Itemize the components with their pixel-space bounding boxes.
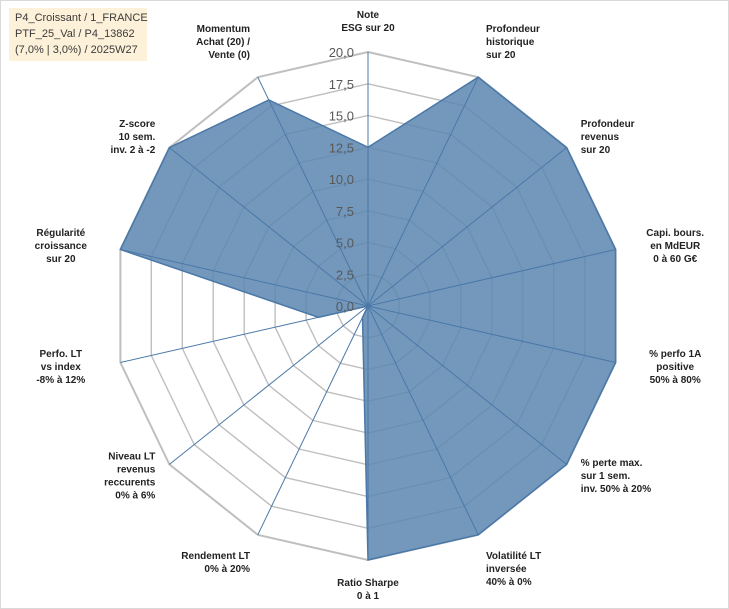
axis-spoke (367, 305, 479, 536)
tick-label: 7,5 (336, 204, 354, 219)
info-line-2: PTF_25_Val / P4_13862 (15, 28, 135, 40)
axis-spoke (367, 305, 567, 465)
axis-label: Régularité croissance sur 20 (35, 228, 88, 265)
radial-tick-labels: 0,0 2,5 5,0 7,5 10,0 12,5 15,0 17,5 20,0 (329, 45, 354, 314)
tick-label: 17,5 (329, 77, 354, 92)
axis-label: Niveau LT revenus reccurents 0% à 6% (104, 452, 156, 502)
tick-label: 20,0 (329, 45, 354, 60)
axis-label: Volatilité LT inversée 40% à 0% (486, 551, 541, 588)
axis-label: Perfo. LT vs index -8% à 12% (36, 349, 85, 386)
axis-label: Profondeur historique sur 20 (486, 24, 540, 61)
axis-spoke (257, 305, 369, 536)
axis-label: Rendement LT 0% à 20% (181, 551, 250, 575)
axis-label: Z-score 10 sem. inv. 2 à -2 (110, 119, 155, 156)
axis-spoke (120, 305, 369, 363)
axis-label: % perte max. sur 1 sem. inv. 50% à 20% (581, 458, 652, 495)
info-line-3: (7,0% | 3,0%) / 2025W27 (15, 44, 138, 56)
axis-spoke (367, 76, 479, 307)
tick-label: 5,0 (336, 236, 354, 251)
axis-spoke (367, 305, 616, 363)
axis-spoke (169, 147, 369, 307)
axis-spoke (169, 305, 369, 465)
info-line-1: P4_Croissant / 1_FRANCE (15, 12, 148, 24)
axis-spoke (367, 249, 616, 307)
axis-labels: Note ESG sur 20 Profondeur historique sur 20… (35, 10, 705, 602)
axis-label: Capi. bours. en MdEUR 0 à 60 G€ (646, 228, 704, 265)
axis-label: Ratio Sharpe 0 à 1 (337, 578, 399, 602)
tick-label: 15,0 (329, 109, 354, 124)
axis-label: Momentum Achat (20) / Vente (0) (196, 24, 250, 61)
axis-spoke (367, 147, 567, 307)
tick-label: 12,5 (329, 140, 354, 155)
axis-label: % perfo 1A positive 50% à 80% (649, 349, 701, 386)
axis-label: Profondeur revenus sur 20 (581, 119, 635, 156)
axis-spoke (257, 76, 369, 307)
radar-spokes (120, 52, 616, 560)
info-box: P4_Croissant / 1_FRANCE PTF_25_Val / P4_… (9, 8, 148, 61)
tick-label: 0,0 (336, 299, 354, 314)
axis-label: Note ESG sur 20 (341, 10, 395, 34)
tick-label: 2,5 (336, 267, 354, 282)
axis-spoke (120, 249, 369, 307)
tick-label: 10,0 (329, 172, 354, 187)
